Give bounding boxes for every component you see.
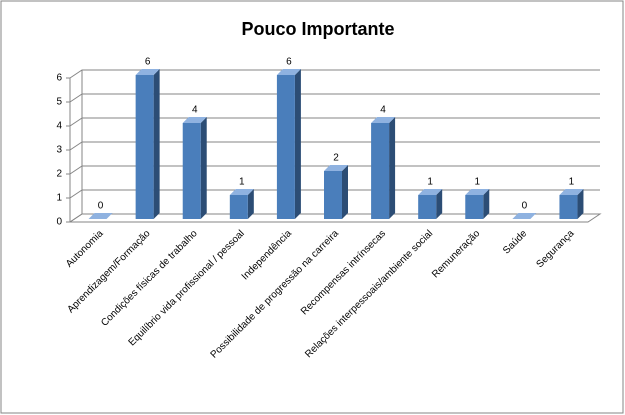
bar [182, 123, 201, 219]
bar-group [418, 189, 443, 219]
bar-group [512, 213, 537, 219]
chart-title: Pouco Importante [241, 19, 394, 39]
bar-top [465, 189, 490, 195]
data-label: 1 [427, 177, 433, 188]
bar-group [135, 69, 160, 219]
bar-top [88, 213, 113, 219]
bar-side [389, 117, 396, 219]
bar-top [324, 165, 348, 171]
bar [229, 195, 248, 219]
bar [371, 123, 390, 219]
bar-top [135, 69, 160, 75]
grid-line [69, 165, 600, 175]
bar-group [276, 69, 301, 219]
bar [324, 171, 342, 219]
data-label: 6 [286, 57, 292, 68]
bar-top [418, 189, 443, 195]
data-label: 4 [380, 105, 386, 116]
data-label: 1 [474, 177, 480, 188]
grid-line [69, 93, 600, 103]
bar-side [436, 189, 443, 219]
y-tick-label: 6 [56, 73, 62, 84]
bar-side [483, 189, 490, 219]
bar-top [559, 189, 584, 195]
data-label: 0 [522, 201, 528, 212]
bar-top [512, 213, 537, 219]
bar [418, 195, 437, 219]
bar-side [200, 117, 207, 219]
grid-line [69, 117, 600, 127]
grid-line [69, 141, 600, 151]
data-label: 6 [145, 57, 151, 68]
bar-group [559, 189, 584, 219]
bar [276, 75, 295, 219]
data-label: 4 [192, 105, 198, 116]
data-label: 0 [98, 201, 104, 212]
bar-top [371, 117, 396, 123]
bar [559, 195, 578, 219]
bar-group [371, 117, 396, 219]
bar-group [324, 165, 348, 219]
bar [135, 75, 154, 219]
bar-top [182, 117, 207, 123]
data-label: 1 [569, 177, 575, 188]
bar-top [229, 189, 254, 195]
grid-line [69, 69, 600, 79]
data-label: 1 [239, 177, 245, 188]
bar-group [465, 189, 490, 219]
bar-side [247, 189, 254, 219]
bar-group [229, 189, 254, 219]
bar [465, 195, 484, 219]
y-tick-label: 4 [56, 121, 62, 132]
y-tick-label: 5 [56, 97, 62, 108]
y-tick-label: 2 [56, 169, 62, 180]
y-tick-label: 0 [56, 217, 62, 228]
bar-top [276, 69, 301, 75]
data-label: 2 [333, 153, 339, 164]
bar-side [294, 69, 301, 219]
bar-side [342, 165, 348, 219]
bar-group [182, 117, 207, 219]
bar-side [577, 189, 584, 219]
bar-group [88, 213, 113, 219]
bar-side [153, 69, 160, 219]
y-tick-label: 3 [56, 145, 62, 156]
y-tick-label: 1 [56, 193, 62, 204]
